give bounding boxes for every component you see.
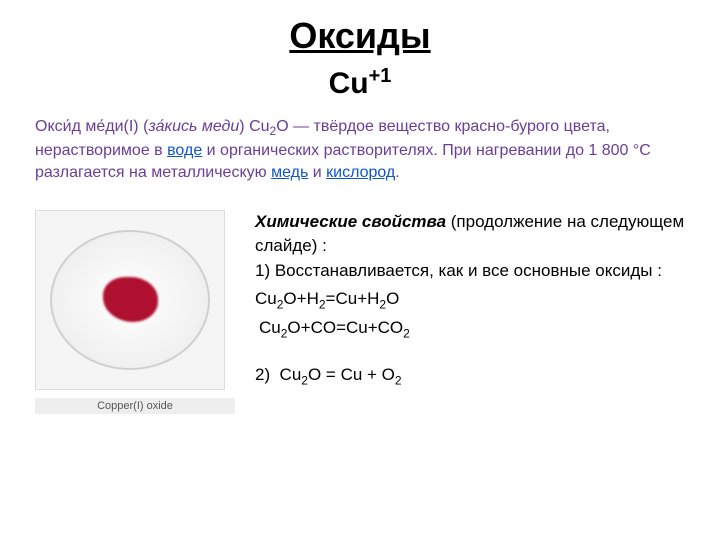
properties-title: Химические свойства bbox=[255, 212, 446, 231]
intro-text-6: и bbox=[308, 164, 326, 181]
image-column: Copper(I) oxide bbox=[35, 210, 235, 414]
link-copper[interactable]: медь bbox=[271, 164, 308, 181]
slide-title: Оксиды bbox=[35, 15, 685, 57]
formula-1: Cu2O+H2=Cu+H2O bbox=[255, 287, 685, 314]
spacer bbox=[255, 346, 685, 360]
link-water[interactable]: воде bbox=[167, 142, 202, 159]
property-item-2: 2) Cu2O = Cu + O2 bbox=[255, 363, 685, 390]
image-caption: Copper(I) oxide bbox=[35, 398, 235, 414]
link-oxygen[interactable]: кислород bbox=[326, 164, 395, 181]
slide-subtitle: Cu+1 bbox=[35, 65, 685, 101]
property-item-1: 1) Восстанавливается, как и все основные… bbox=[255, 259, 685, 284]
intro-text-7: . bbox=[395, 164, 399, 181]
properties-heading-line: Химические свойства (продолжение на след… bbox=[255, 210, 685, 259]
intro-text-3: ) Cu bbox=[239, 118, 269, 135]
intro-paragraph: Окси́д ме́ди(I) (за́кись меди) Cu2O — тв… bbox=[35, 116, 685, 185]
subtitle-superscript: +1 bbox=[369, 65, 392, 87]
petri-dish bbox=[50, 230, 210, 370]
copper-oxide-powder bbox=[103, 277, 158, 322]
content-row: Copper(I) oxide Химические свойства (про… bbox=[35, 210, 685, 414]
properties-column: Химические свойства (продолжение на след… bbox=[255, 210, 685, 393]
intro-italic: за́кись меди bbox=[148, 118, 239, 135]
formula-2: Cu2O+CO=Cu+CO2 bbox=[259, 316, 685, 343]
sample-image bbox=[35, 210, 225, 390]
intro-text-1: Окси́д ме́ди(I) ( bbox=[35, 118, 148, 135]
subtitle-base: Cu bbox=[329, 67, 369, 100]
